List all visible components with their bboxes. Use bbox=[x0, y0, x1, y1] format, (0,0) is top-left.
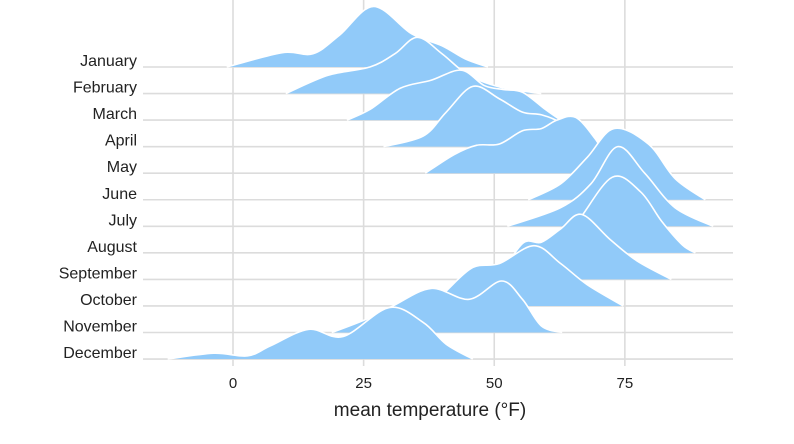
y-label-february: February bbox=[73, 80, 137, 97]
ridges bbox=[167, 5, 714, 360]
y-axis-labels: January February March April May June July Augu… bbox=[59, 53, 138, 362]
ridge-outline bbox=[430, 244, 624, 307]
y-label-march: March bbox=[93, 106, 137, 123]
ridge-february bbox=[285, 36, 542, 95]
ridge-area bbox=[285, 37, 542, 94]
y-label-december: December bbox=[63, 345, 137, 362]
x-axis-label: mean temperature (°F) bbox=[334, 400, 526, 421]
ridge-outline bbox=[507, 145, 714, 228]
y-label-october: October bbox=[80, 292, 138, 309]
ridge-december bbox=[167, 306, 474, 360]
ridge-outline bbox=[167, 306, 474, 360]
ridge-outline bbox=[226, 5, 489, 68]
y-label-july: July bbox=[109, 212, 137, 229]
y-label-august: August bbox=[87, 239, 137, 256]
y-label-june: June bbox=[102, 186, 137, 203]
ridge-outline bbox=[285, 36, 542, 95]
x-tick-label: 25 bbox=[355, 375, 372, 392]
ridge-outline bbox=[527, 127, 706, 201]
x-tick-label: 50 bbox=[486, 375, 503, 392]
y-label-january: January bbox=[80, 53, 137, 70]
y-label-november: November bbox=[63, 319, 137, 336]
ridge-area bbox=[167, 307, 473, 360]
ridge-outline bbox=[497, 213, 672, 281]
ridge-area bbox=[431, 245, 624, 306]
x-axis-ticks: 0 25 50 75 bbox=[229, 375, 633, 392]
y-label-may: May bbox=[107, 159, 137, 176]
ridge-outline bbox=[346, 69, 562, 121]
ridge-area bbox=[520, 176, 696, 253]
x-tick-label: 75 bbox=[617, 375, 634, 392]
ridge-area bbox=[425, 116, 625, 174]
ridge-october bbox=[430, 244, 624, 307]
ridge-january bbox=[226, 5, 489, 68]
x-tick-label: 0 bbox=[229, 375, 237, 392]
y-label-april: April bbox=[105, 133, 137, 150]
y-label-september: September bbox=[59, 265, 138, 282]
